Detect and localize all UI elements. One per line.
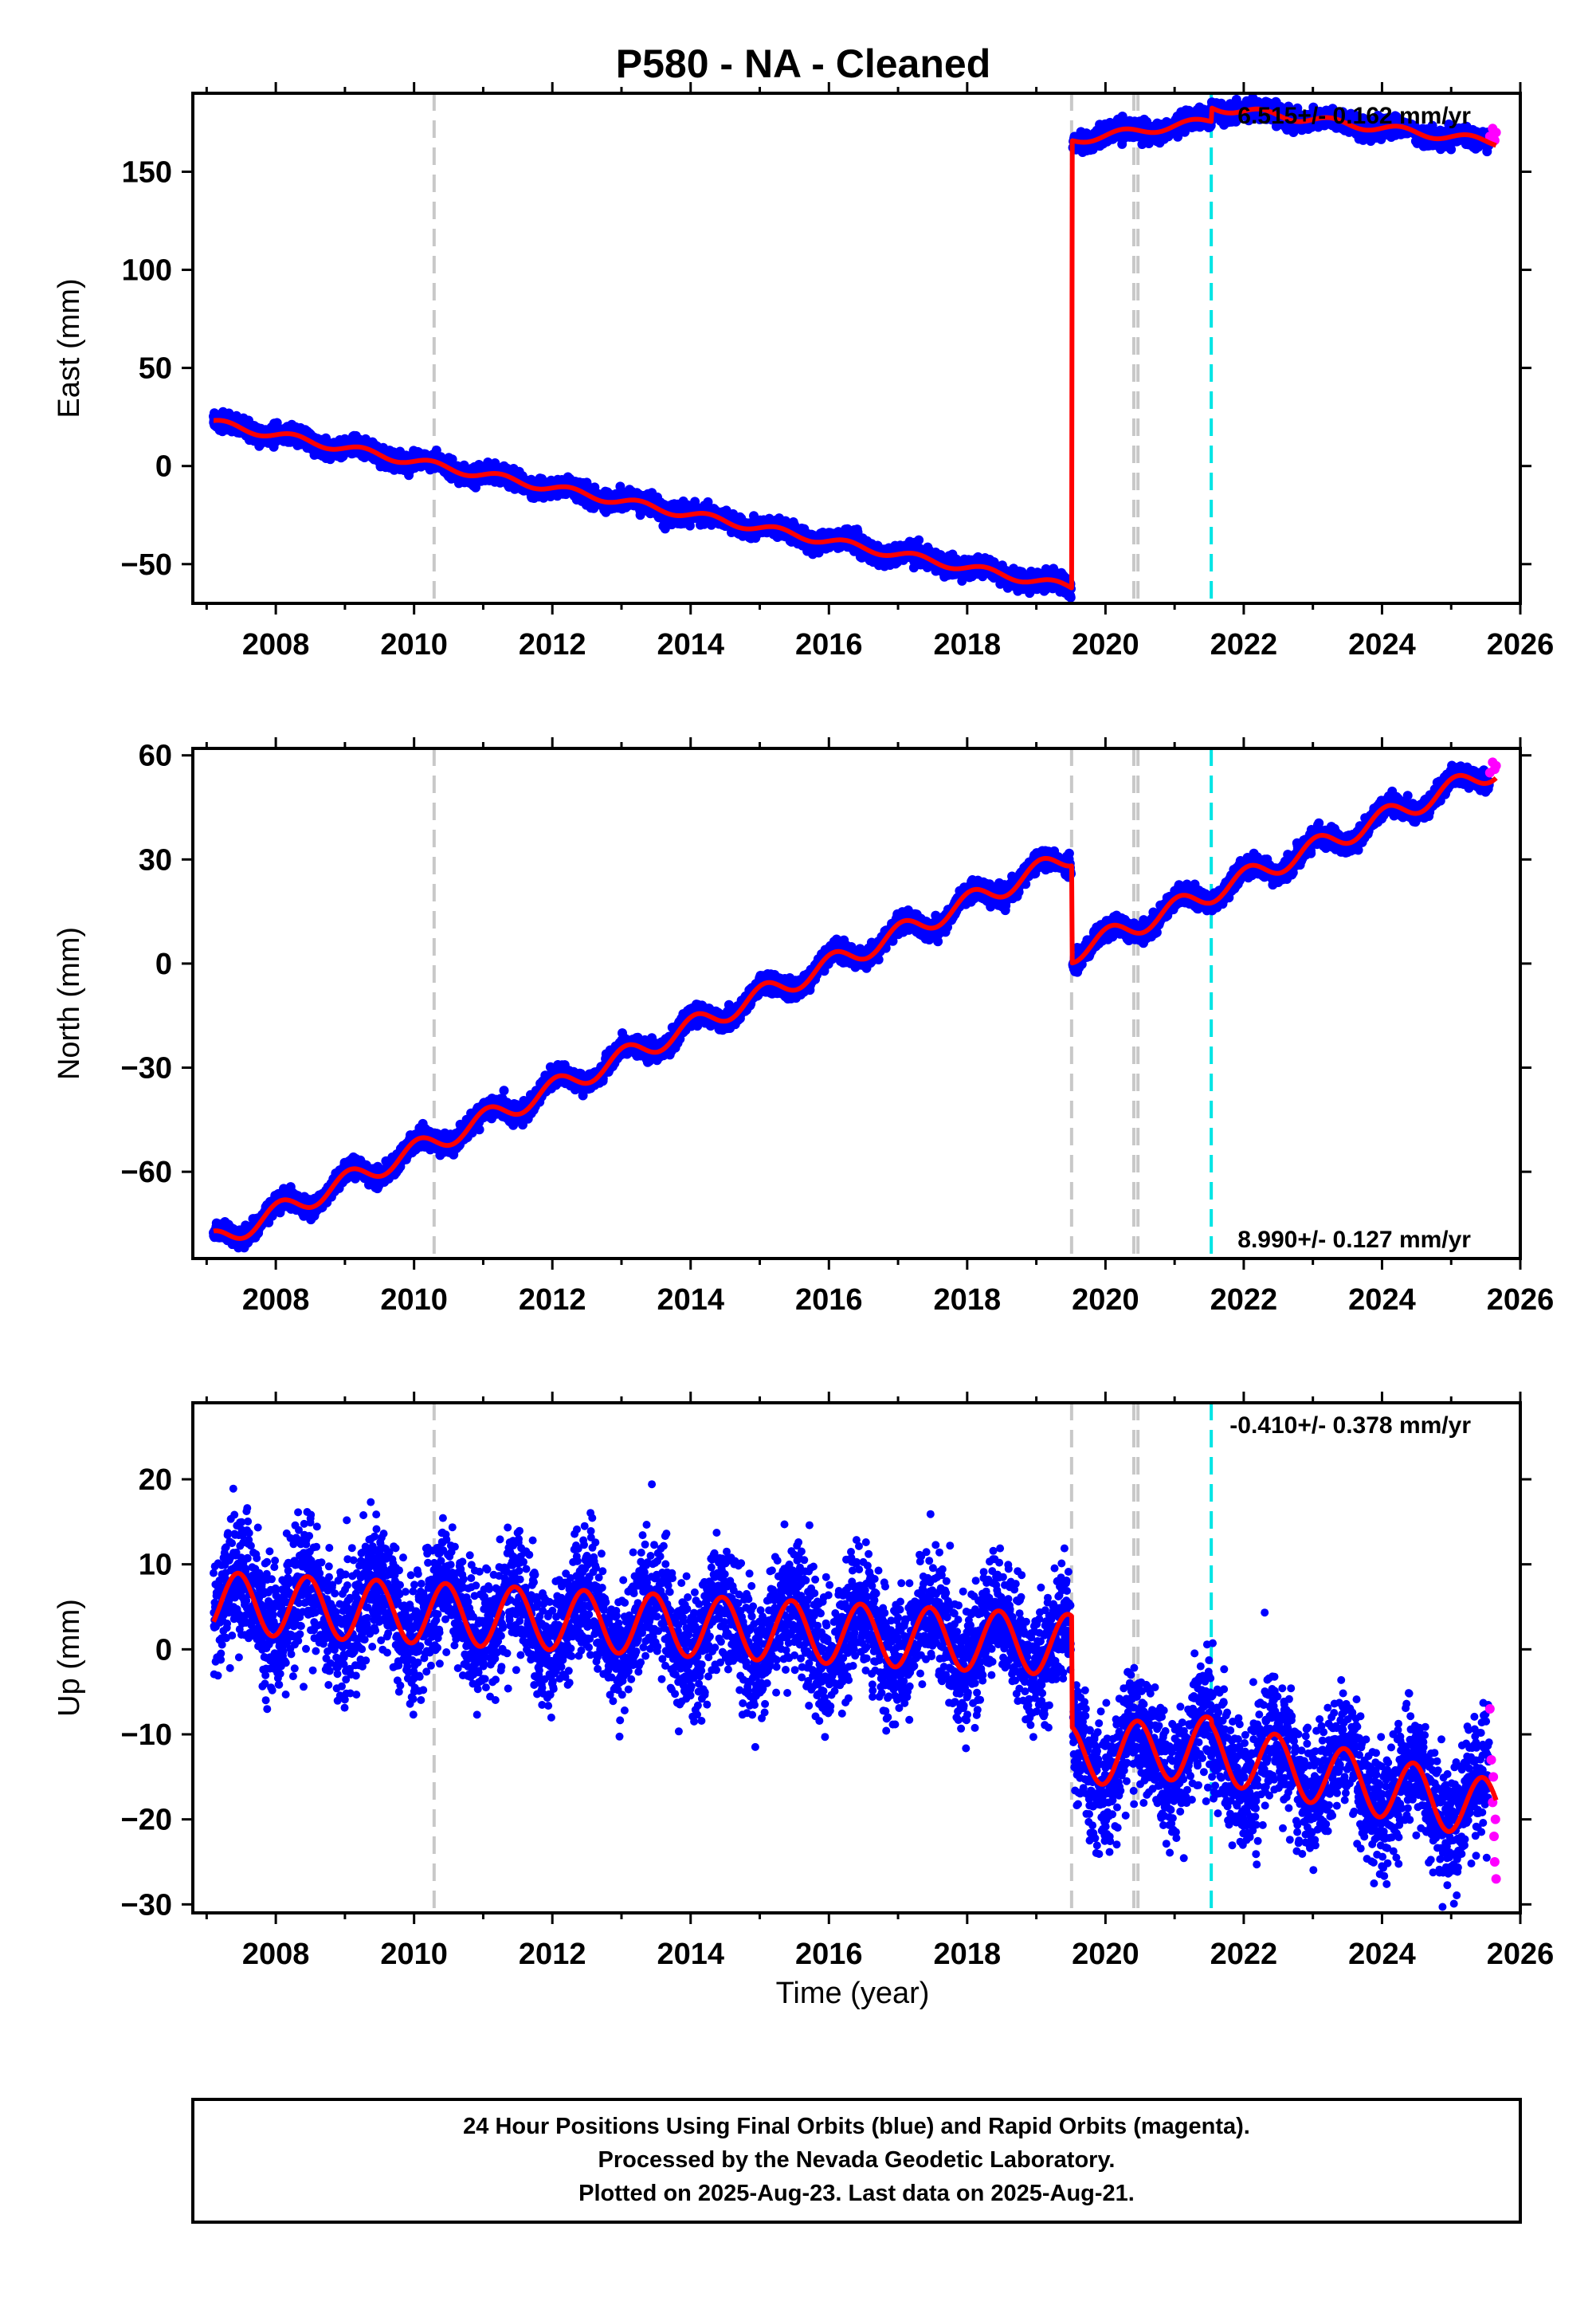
final-orbit-points bbox=[209, 93, 1494, 603]
figure-title: P580 - NA - Cleaned bbox=[616, 41, 991, 86]
plot-area bbox=[209, 93, 1501, 603]
daily-position bbox=[1065, 592, 1076, 603]
daily-position bbox=[914, 535, 924, 545]
east-panel: 2008 2010 2012 2014 2016 2018 2020 2022 2024 2026… bbox=[53, 82, 1554, 662]
